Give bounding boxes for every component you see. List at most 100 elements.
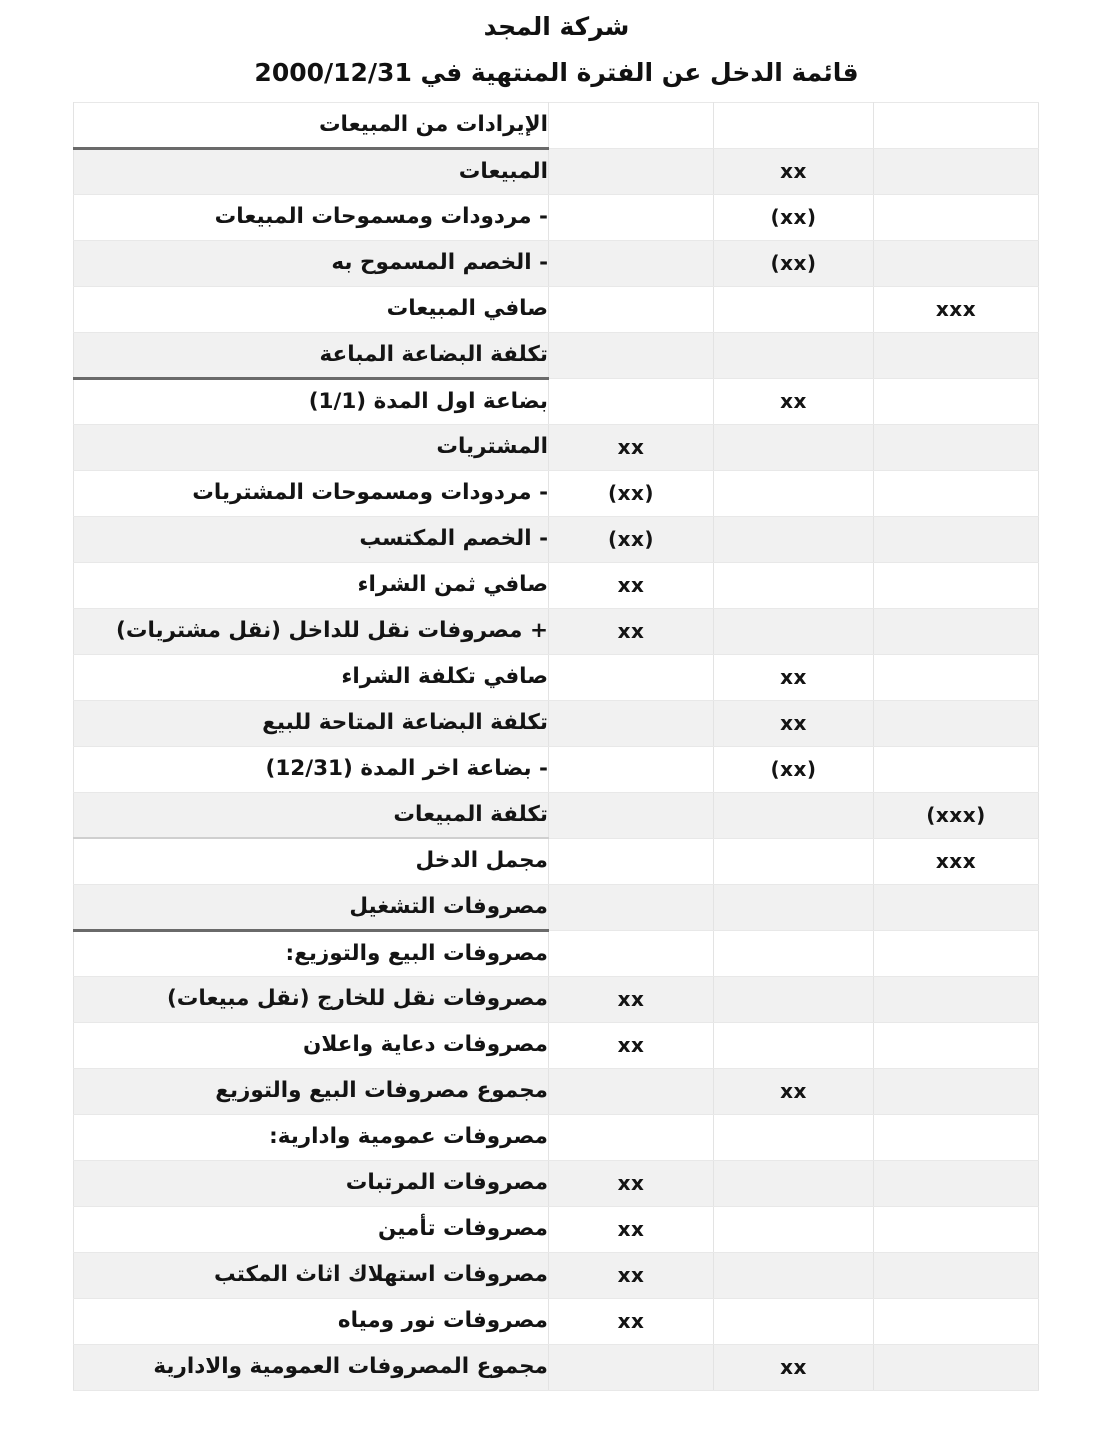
table-row: xx + مصروفات نقل للداخل (نقل مشتريات) [73, 607, 1039, 655]
table-row: xxx صافي المبيعات [73, 285, 1039, 333]
cell-label: تكلفة المبيعات [73, 791, 549, 839]
cell-amount-total [873, 607, 1039, 655]
cell-amount-total [873, 331, 1039, 379]
cell-amount-total [873, 147, 1039, 195]
cell-amount-subtotal [713, 515, 874, 563]
statement-title: قائمة الدخل عن الفترة المنتهية في 2000/1… [254, 57, 859, 87]
table-row: xx مصروفات تأمين [73, 1205, 1039, 1253]
cell-amount-detail: xx [548, 1297, 714, 1345]
cell-amount-subtotal [713, 331, 874, 379]
cell-label: مصروفات عمومية وادارية: [73, 1113, 549, 1161]
cell-amount-detail [548, 377, 714, 425]
cell-amount-detail [548, 791, 714, 839]
income-statement-body: الإيرادات من المبيعات xx المبيعات (xx) - مرد… [73, 101, 1039, 1391]
cell-label: صافي المبيعات [73, 285, 549, 333]
cell-amount-detail [548, 1113, 714, 1161]
cell-amount-total [873, 745, 1039, 793]
cell-amount-subtotal [713, 101, 874, 149]
cell-amount-detail [548, 883, 714, 931]
table-row: xxx مجمل الدخل [73, 837, 1039, 885]
table-row: (xx) - مردودات ومسموحات المبيعات [73, 193, 1039, 241]
cell-label: مصروفات تأمين [73, 1205, 549, 1253]
cell-amount-subtotal [713, 975, 874, 1023]
table-row: xx مصروفات نور ومياه [73, 1297, 1039, 1345]
cell-amount-subtotal [713, 1297, 874, 1345]
cell-amount-total [873, 239, 1039, 287]
cell-label: مجمل الدخل [73, 837, 549, 885]
cell-label: - مردودات ومسموحات المبيعات [73, 193, 549, 241]
cell-amount-total [873, 1343, 1039, 1391]
cell-amount-subtotal: xx [713, 699, 874, 747]
cell-amount-subtotal [713, 837, 874, 885]
cell-label: - بضاعة اخر المدة (12/31) [73, 745, 549, 793]
cell-amount-detail: xx [548, 1251, 714, 1299]
cell-amount-detail: xx [548, 607, 714, 655]
cell-label: - الخصم المسموح به [73, 239, 549, 287]
cell-label: المشتريات [73, 423, 549, 471]
table-row: مصروفات البيع والتوزيع: [73, 929, 1039, 977]
cell-amount-subtotal [713, 1021, 874, 1069]
cell-amount-total [873, 515, 1039, 563]
cell-label: بضاعة اول المدة (1/1) [73, 377, 549, 425]
cell-label: صافي ثمن الشراء [73, 561, 549, 609]
table-row: xx تكلفة البضاعة المتاحة للبيع [73, 699, 1039, 747]
cell-amount-total [873, 101, 1039, 149]
cell-amount-detail: xx [548, 1159, 714, 1207]
table-row: (xx) - الخصم المسموح به [73, 239, 1039, 287]
cell-amount-detail: xx [548, 975, 714, 1023]
table-row: مصروفات التشغيل [73, 883, 1039, 932]
table-row: (xx) - الخصم المكتسب [73, 515, 1039, 563]
income-statement-table: الإيرادات من المبيعات xx المبيعات (xx) - مرد… [73, 101, 1039, 1391]
cell-amount-detail [548, 929, 714, 977]
cell-label: مصروفات دعاية واعلان [73, 1021, 549, 1069]
cell-label: مصروفات استهلاك اثاث المكتب [73, 1251, 549, 1299]
cell-label: مصروفات نقل للخارج (نقل مبيعات) [73, 975, 549, 1023]
cell-amount-total [873, 377, 1039, 425]
cell-amount-detail [548, 331, 714, 379]
table-row: (xx) - بضاعة اخر المدة (12/31) [73, 745, 1039, 793]
cell-amount-subtotal [713, 469, 874, 517]
cell-amount-detail [548, 653, 714, 701]
table-row: xx مصروفات دعاية واعلان [73, 1021, 1039, 1069]
table-row: مصروفات عمومية وادارية: [73, 1113, 1039, 1161]
table-row: xx مصروفات المرتبات [73, 1159, 1039, 1207]
cell-amount-total [873, 1205, 1039, 1253]
cell-amount-total: (xxx) [873, 791, 1039, 839]
cell-amount-detail: (xx) [548, 469, 714, 517]
table-row: الإيرادات من المبيعات [73, 101, 1039, 150]
cell-amount-subtotal [713, 285, 874, 333]
cell-amount-detail: (xx) [548, 515, 714, 563]
company-name: شركة المجد [483, 12, 630, 41]
cell-amount-detail [548, 147, 714, 195]
cell-label: مصروفات التشغيل [73, 883, 549, 932]
cell-amount-detail [548, 101, 714, 149]
cell-amount-subtotal: xx [713, 653, 874, 701]
cell-label: مصروفات البيع والتوزيع: [73, 929, 549, 977]
table-row: xx المبيعات [73, 147, 1039, 195]
document-header: شركة المجد قائمة الدخل عن الفترة المنتهي… [0, 0, 1113, 100]
cell-label: مجموع المصروفات العمومية والادارية [73, 1343, 549, 1391]
table-row: xx مجموع مصروفات البيع والتوزيع [73, 1067, 1039, 1115]
cell-amount-total [873, 929, 1039, 977]
cell-amount-detail [548, 285, 714, 333]
cell-amount-subtotal: (xx) [713, 745, 874, 793]
cell-amount-detail [548, 1067, 714, 1115]
cell-amount-detail: xx [548, 423, 714, 471]
cell-amount-total [873, 883, 1039, 931]
cell-amount-subtotal [713, 1113, 874, 1161]
table-row: xx مصروفات استهلاك اثاث المكتب [73, 1251, 1039, 1299]
cell-amount-subtotal [713, 423, 874, 471]
table-row: تكلفة البضاعة المباعة [73, 331, 1039, 380]
table-row: xx بضاعة اول المدة (1/1) [73, 377, 1039, 425]
cell-amount-subtotal [713, 883, 874, 931]
cell-amount-subtotal: xx [713, 377, 874, 425]
cell-amount-total [873, 561, 1039, 609]
cell-label: صافي تكلفة الشراء [73, 653, 549, 701]
cell-amount-detail [548, 837, 714, 885]
cell-label: تكلفة البضاعة المباعة [73, 331, 549, 380]
cell-amount-subtotal [713, 607, 874, 655]
cell-label: - الخصم المكتسب [73, 515, 549, 563]
cell-amount-subtotal: xx [713, 1067, 874, 1115]
cell-amount-detail [548, 239, 714, 287]
